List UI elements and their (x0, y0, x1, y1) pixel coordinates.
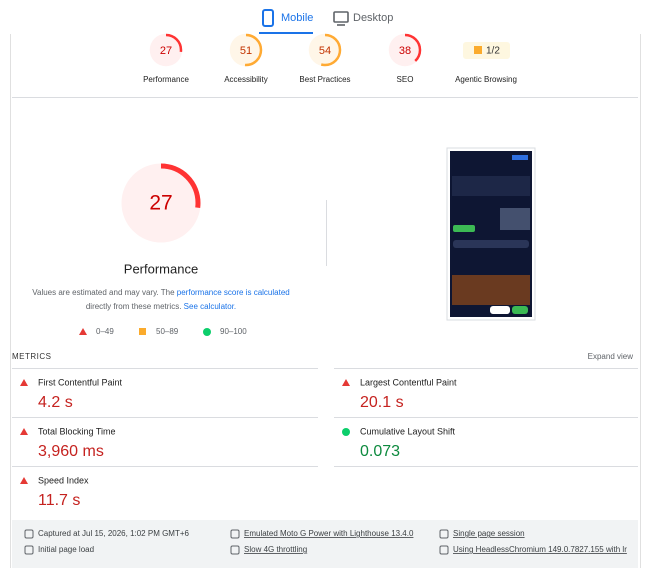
legend-icon (203, 328, 211, 336)
status-icon (20, 379, 28, 386)
metrics-heading: METRICS (12, 352, 52, 361)
metric-value: 3,960 ms (38, 443, 104, 460)
footer-item: Single page session (453, 529, 525, 538)
footer-icon (439, 529, 449, 539)
footer (12, 520, 638, 568)
note-text: directly from these metrics. (86, 302, 184, 311)
tab-label: Desktop (353, 12, 393, 24)
note-text: Values are estimated and may vary. The (32, 288, 177, 297)
footer-icon (24, 545, 34, 555)
agentic-score: 1/2 (486, 46, 500, 57)
category-label[interactable]: SEO (397, 75, 414, 84)
screenshot-button (512, 155, 528, 160)
metric-name: Largest Contentful Paint (360, 377, 457, 387)
legend-label: 50–89 (156, 327, 179, 336)
screenshot-button (490, 306, 510, 314)
category-label[interactable]: Best Practices (299, 75, 350, 84)
note-link[interactable]: See calculator. (184, 302, 236, 311)
footer-item: Emulated Moto G Power with Lighthouse 13… (244, 529, 414, 538)
footer-icon (24, 529, 34, 539)
legend-label: 0–49 (96, 327, 114, 336)
status-icon (20, 477, 28, 484)
footer-item: Using HeadlessChromium 149.0.7827.155 wi… (453, 545, 627, 554)
gauge-score: 27 (149, 192, 172, 215)
metric-name: First Contentful Paint (38, 377, 123, 387)
gauge-bg (388, 33, 422, 67)
category-label[interactable]: Performance (143, 75, 189, 84)
metric-name: Cumulative Layout Shift (360, 426, 456, 436)
footer-item: Slow 4G throttling (244, 545, 307, 554)
note-link[interactable]: performance score is calculated (177, 288, 290, 297)
note: directly from these metrics. See calcula… (86, 302, 236, 311)
expand-view[interactable]: Expand view (588, 352, 634, 361)
legend-icon (79, 328, 87, 335)
screenshot-search (453, 240, 529, 248)
screenshot-block (500, 208, 530, 230)
status-icon (20, 428, 28, 435)
agentic-icon (474, 46, 482, 54)
gauge-bg (308, 33, 342, 67)
footer-item: Captured at Jul 15, 2026, 1:02 PM GMT+6 (38, 529, 190, 538)
tab-indicator (259, 32, 313, 34)
gauge-arc (388, 33, 422, 67)
note: Values are estimated and may vary. The p… (32, 288, 289, 297)
gauge-score: 38 (399, 45, 411, 57)
gauge-bg (229, 33, 263, 67)
gauge-arc (229, 33, 263, 67)
legend-label: 90–100 (220, 327, 247, 336)
screenshot-block (452, 176, 530, 196)
tab-desktop[interactable]: Desktop (333, 11, 393, 26)
screenshot-games (452, 275, 530, 305)
metric-value: 20.1 s (360, 394, 404, 411)
metric-value: 0.073 (360, 443, 400, 460)
agentic-label[interactable]: Agentic Browsing (455, 75, 517, 84)
footer-icon (230, 545, 240, 555)
legend-icon (139, 328, 146, 335)
gauge-arc (308, 33, 342, 67)
metric-value: 11.7 s (38, 492, 80, 509)
tab-label: Mobile (281, 12, 313, 24)
gauge-score: 51 (240, 45, 252, 57)
footer-icon (230, 529, 240, 539)
metric-name: Total Blocking Time (38, 426, 116, 436)
tab-mobile[interactable]: Mobile (259, 9, 313, 34)
gauge-arc (149, 33, 183, 67)
gauge-bg (121, 163, 201, 243)
page-screenshot (446, 147, 536, 321)
footer-icon (439, 545, 449, 555)
gauge-score: 27 (160, 45, 172, 57)
performance-title: Performance (124, 261, 198, 276)
gauge-score: 54 (319, 45, 331, 57)
footer-item: Initial page load (38, 545, 94, 554)
status-icon (342, 428, 350, 436)
status-icon (342, 379, 350, 386)
metric-name: Speed Index (38, 475, 89, 485)
gauge-arc (121, 163, 201, 243)
screenshot-button (453, 225, 475, 232)
metric-value: 4.2 s (38, 394, 73, 411)
category-label[interactable]: Accessibility (224, 75, 268, 84)
mobile-icon (262, 9, 274, 27)
gauge-bg (149, 33, 183, 67)
desktop-icon (333, 11, 349, 23)
screenshot-button (512, 306, 528, 314)
